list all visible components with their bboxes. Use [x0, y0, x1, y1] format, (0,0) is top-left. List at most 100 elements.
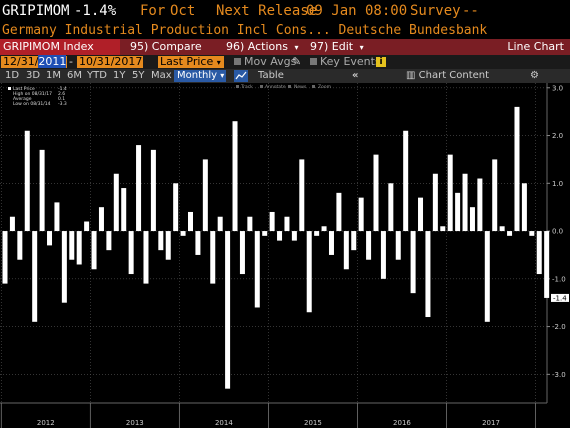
actions-menu[interactable]: 96) Actions ▾ — [226, 39, 299, 55]
frequency-label: Monthly — [177, 70, 218, 81]
bar — [24, 130, 30, 232]
ticker: GRIPIMOM — [2, 3, 70, 19]
bar — [2, 231, 8, 284]
bar — [299, 159, 305, 232]
compare-menu-number: 95) — [130, 40, 149, 53]
annotate-icon[interactable] — [260, 85, 263, 88]
track-button[interactable]: Track — [240, 84, 253, 90]
key-events-label: Key Events — [320, 55, 381, 68]
survey-value: -- — [462, 3, 479, 19]
end-date-field[interactable]: 10/31/2017 — [77, 55, 143, 68]
mov-avgs-toggle[interactable]: Mov Avgs — [234, 55, 296, 69]
chart-content-button[interactable]: ▥ Chart Content — [406, 69, 489, 83]
bar — [202, 159, 208, 232]
bar — [158, 231, 164, 251]
start-date-prefix: 12/31/ — [3, 55, 39, 68]
y-tick-label: 0.0 — [552, 228, 563, 236]
last-value-box — [551, 293, 569, 302]
price-field-selector[interactable]: Last Price ▾ — [158, 56, 224, 68]
bar — [366, 231, 372, 260]
actions-menu-label: Actions — [247, 40, 288, 53]
y-tick-label: 2.0 — [552, 132, 563, 140]
news-button[interactable]: News — [294, 84, 307, 90]
last-change-value: -1.4% — [74, 3, 117, 19]
bar — [217, 216, 223, 232]
bar — [447, 154, 453, 232]
pencil-icon[interactable]: ✎ — [292, 55, 302, 68]
period-1m[interactable]: 1M — [46, 70, 61, 81]
frequency-selector[interactable]: Monthly ▾ — [174, 70, 226, 82]
index-field[interactable]: GRIPIMOM Index — [0, 39, 120, 55]
bar — [39, 149, 45, 232]
line-chart-icon[interactable] — [234, 70, 248, 82]
bar — [269, 211, 275, 232]
table-view-button[interactable]: Table — [258, 70, 284, 81]
bar — [188, 211, 193, 232]
x-tick-label: 2012 — [37, 419, 55, 427]
track-icon[interactable] — [236, 85, 239, 88]
date-range-bar: 12/31/2011 - 10/31/2017 Last Price ▾ Mov… — [0, 55, 570, 69]
bar — [173, 183, 179, 232]
bar — [254, 231, 260, 308]
next-release-value: 09 Jan 08:00 — [306, 3, 408, 19]
zoom-button[interactable]: Zoom — [318, 84, 331, 90]
zoom-icon[interactable] — [312, 85, 315, 88]
bar — [425, 231, 431, 318]
period-1y[interactable]: 1Y — [113, 70, 126, 81]
price-field-label: Last Price — [160, 55, 214, 68]
security-description: Germany Industrial Production Incl Cons.… — [2, 23, 488, 38]
bar — [76, 231, 82, 265]
edit-menu[interactable]: 97) Edit ▾ — [310, 39, 364, 55]
bar — [536, 231, 542, 275]
legend-label-average: Average — [13, 96, 32, 102]
mov-avgs-label: Mov Avgs — [244, 55, 297, 68]
bar — [418, 197, 424, 232]
bar — [277, 231, 283, 241]
period-ytd[interactable]: YTD — [87, 70, 107, 81]
chart-content-label: Chart Content — [418, 70, 490, 81]
period-5y[interactable]: 5Y — [132, 70, 145, 81]
bar-chart[interactable]: 3.02.01.00.0-1.0-2.0-3.0 2012 2013 2014 201… — [0, 83, 570, 428]
bar — [514, 106, 520, 232]
chevron-down-icon: ▾ — [294, 43, 299, 52]
y-tick-label: -3.0 — [552, 371, 566, 379]
bar — [106, 231, 112, 251]
start-date-field[interactable]: 12/31/2011 — [1, 55, 67, 68]
bar — [69, 231, 75, 260]
news-icon[interactable] — [288, 85, 291, 88]
key-events-toggle[interactable]: Key Events — [310, 55, 381, 69]
bar — [432, 173, 438, 232]
chart-type-selector[interactable]: Line Chart — [507, 40, 564, 53]
y-tick-label: 1.0 — [552, 180, 563, 188]
period-3d[interactable]: 3D — [26, 70, 41, 81]
bar — [544, 231, 550, 298]
chart-bars — [2, 106, 550, 389]
bar — [395, 231, 401, 260]
compare-menu-label: Compare — [151, 40, 202, 53]
period-max[interactable]: Max — [151, 70, 172, 81]
bar — [239, 231, 245, 275]
menu-bar: GRIPIMOM Index 95) Compare 96) Actions ▾… — [0, 39, 570, 55]
checkbox-icon — [310, 58, 317, 65]
legend-swatch — [8, 87, 11, 90]
period-6m[interactable]: 6M — [67, 70, 82, 81]
bar — [98, 207, 104, 232]
bar — [306, 231, 312, 313]
bar — [484, 231, 490, 322]
info-icon[interactable]: i — [376, 57, 386, 67]
bar — [247, 216, 253, 232]
bar — [477, 178, 483, 232]
collapse-icon[interactable]: « — [352, 70, 359, 81]
gear-icon[interactable]: ⚙ — [530, 70, 539, 81]
bar — [440, 226, 446, 232]
actions-menu-number: 96) — [226, 40, 245, 53]
period-1d[interactable]: 1D — [5, 70, 20, 81]
bar — [17, 231, 23, 260]
compare-menu[interactable]: 95) Compare — [130, 39, 202, 55]
period-value: Oct — [170, 3, 196, 19]
annotate-button[interactable]: Annotate — [265, 84, 286, 90]
bar — [403, 130, 409, 232]
legend-label-last-price: Last Price — [13, 86, 35, 92]
bar — [388, 183, 394, 232]
bar — [232, 121, 238, 232]
